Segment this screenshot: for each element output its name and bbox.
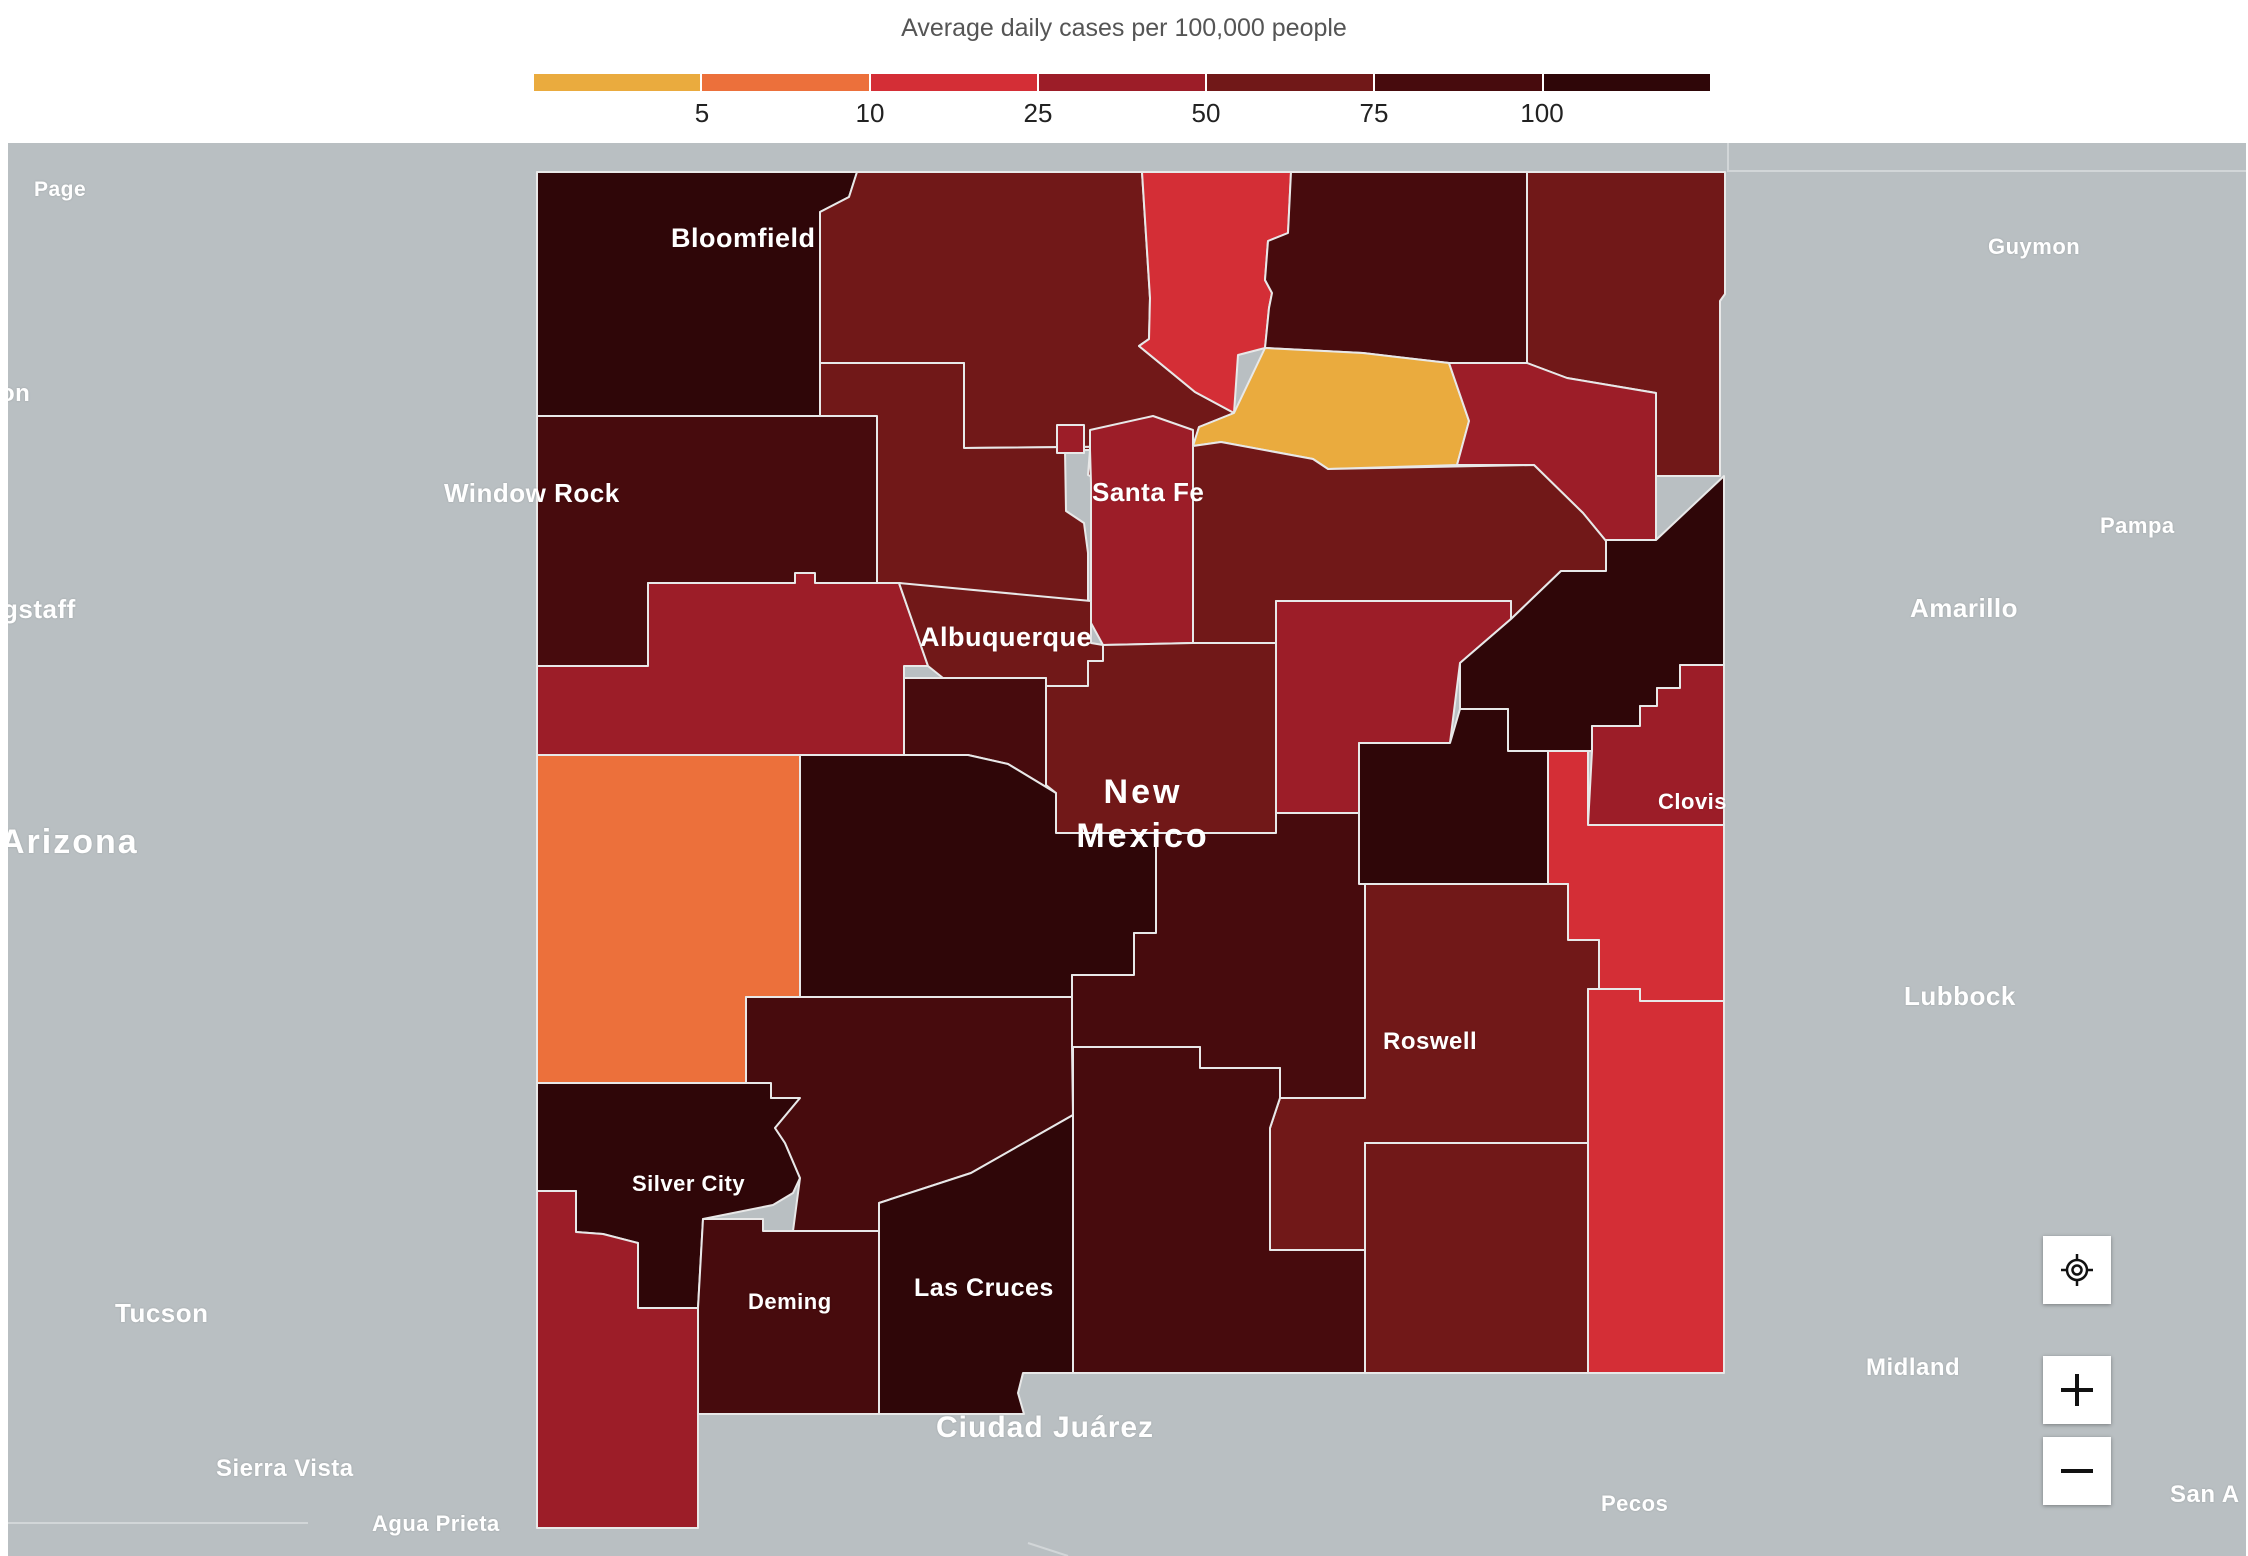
- zoom-out-button[interactable]: [2043, 1437, 2111, 1505]
- city-label: Santa Fe: [1092, 477, 1205, 507]
- legend-swatch-3: [870, 74, 1039, 91]
- place-label: Arizona: [8, 823, 139, 861]
- place-label: Sierra Vista: [216, 1455, 354, 1482]
- place-label: Lubbock: [1904, 981, 2016, 1011]
- zoom-in-button[interactable]: [2043, 1356, 2111, 1424]
- place-label: San A: [2170, 1481, 2240, 1508]
- legend-tick: 10: [855, 98, 885, 128]
- legend-swatch-1: [534, 74, 703, 91]
- county-lea[interactable]: [1587, 988, 1725, 1374]
- place-label: Pampa: [2100, 513, 2175, 538]
- city-label: Roswell: [1383, 1028, 1478, 1055]
- map-canvas[interactable]: Page Guymon on gstaff Window Rock Pampa …: [8, 143, 2246, 1556]
- county-colfax[interactable]: [1264, 171, 1528, 364]
- county-eddy[interactable]: [1364, 1142, 1589, 1374]
- place-label: Agua Prieta: [372, 1511, 500, 1536]
- state-label-line-2: Mexico: [1076, 817, 1210, 855]
- legend-title: Average daily cases per 100,000 people: [901, 14, 1347, 42]
- place-label: Amarillo: [1910, 593, 2019, 623]
- state-label-line-1: New: [1103, 773, 1183, 811]
- county-luna[interactable]: [697, 1218, 880, 1415]
- legend-tick: 25: [1023, 98, 1053, 128]
- county-otero[interactable]: [1072, 1046, 1366, 1374]
- city-label: Las Cruces: [914, 1274, 1054, 1302]
- county-hidalgo[interactable]: [536, 1190, 699, 1529]
- minus-icon: [2061, 1469, 2093, 1473]
- county-los-alamos[interactable]: [1056, 424, 1085, 454]
- place-label: Ciudad Juárez: [936, 1411, 1155, 1444]
- state-label: New Mexico: [1048, 770, 1238, 858]
- legend-tick: 75: [1359, 98, 1389, 128]
- place-label: Guymon: [1988, 234, 2081, 259]
- city-label: Clovis: [1658, 789, 1728, 814]
- place-label: Page: [34, 178, 87, 201]
- city-label: Bloomfield: [671, 223, 816, 253]
- county-dona-ana[interactable]: [878, 1114, 1074, 1415]
- plus-icon: [2061, 1374, 2093, 1406]
- place-label: Midland: [1866, 1354, 1961, 1381]
- legend-tick: 50: [1191, 98, 1221, 128]
- city-label: Deming: [748, 1289, 832, 1314]
- legend-tick: 100: [1520, 98, 1564, 128]
- legend-color-scale: [534, 74, 1710, 91]
- city-label: Albuquerque: [920, 622, 1092, 652]
- place-label: Pecos: [1601, 1491, 1669, 1516]
- place-label: gstaff: [8, 594, 76, 624]
- place-label: on: [8, 380, 31, 407]
- city-label: Silver City: [632, 1171, 746, 1196]
- locate-button[interactable]: [2043, 1236, 2111, 1304]
- legend-swatch-6: [1375, 74, 1544, 91]
- counties: [536, 171, 1726, 1529]
- legend-swatch-7: [1543, 74, 1710, 91]
- place-label: Window Rock: [444, 478, 620, 508]
- county-map[interactable]: [8, 143, 2246, 1556]
- legend-tick: 5: [694, 98, 710, 128]
- place-label: Tucson: [115, 1298, 209, 1328]
- legend-swatch-4: [1038, 74, 1208, 91]
- county-san-juan[interactable]: [536, 171, 858, 417]
- legend-swatch-2: [702, 74, 871, 91]
- crosshair-target-icon: [2061, 1254, 2093, 1286]
- legend-swatch-5: [1207, 74, 1376, 91]
- county-santa-fe[interactable]: [1089, 415, 1194, 646]
